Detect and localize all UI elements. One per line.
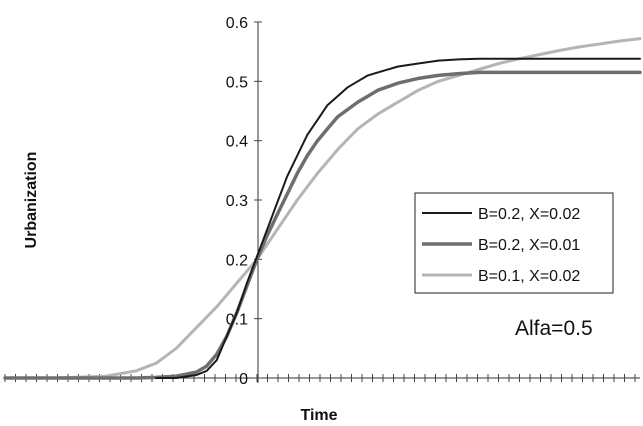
y-tick-label: 0.5 (226, 74, 248, 91)
legend: B=0.2, X=0.02 B=0.2, X=0.01 B=0.1, X=0.02 (414, 192, 614, 294)
y-tick-label: 0.2 (226, 252, 248, 269)
legend-label: B=0.2, X=0.02 (478, 206, 580, 223)
alfa-annotation: Alfa=0.5 (515, 317, 593, 340)
y-tick-labels: 00.10.20.30.40.50.6 (226, 15, 248, 388)
y-tick-label: 0.6 (226, 15, 248, 32)
series-lines (3, 37, 642, 380)
y-tick-label: 0.4 (226, 134, 248, 151)
series-line (155, 57, 641, 379)
series-line (3, 70, 642, 380)
y-axis-title: Urbanization (23, 152, 40, 249)
legend-label: B=0.2, X=0.01 (478, 237, 580, 254)
x-axis-title: Time (300, 407, 337, 424)
y-tick-label: 0.3 (226, 193, 248, 210)
series-line (3, 37, 642, 380)
legend-label: B=0.1, X=0.02 (478, 268, 580, 285)
y-tick-label: 0 (239, 371, 248, 388)
